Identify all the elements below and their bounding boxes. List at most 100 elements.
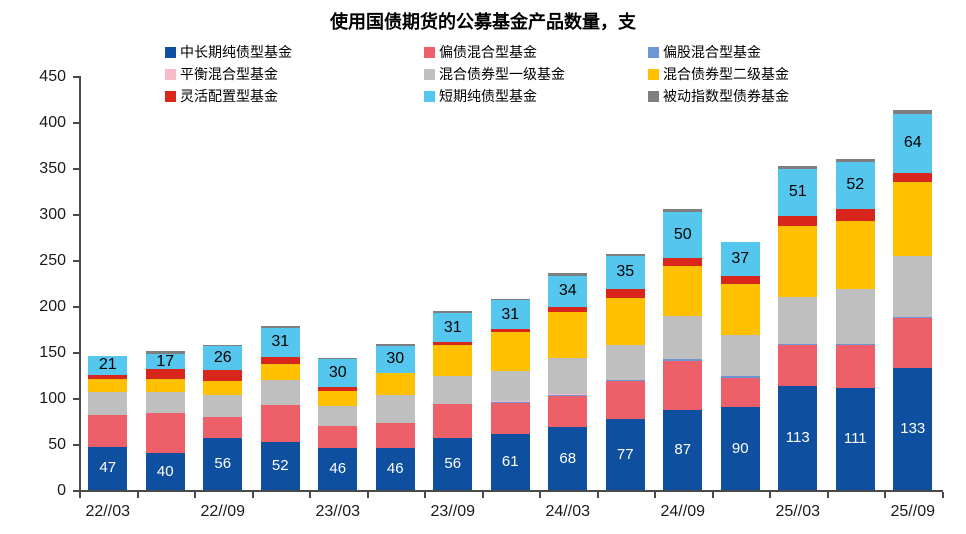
bar-segment bbox=[605, 256, 645, 289]
bar-segment bbox=[778, 215, 818, 226]
bar-segment bbox=[145, 351, 185, 354]
bar-value-label: 77 bbox=[616, 445, 634, 463]
x-axis-tick bbox=[309, 492, 311, 498]
bar-segment bbox=[318, 386, 358, 391]
legend-item: 混合债券型一级基金 bbox=[424, 66, 565, 82]
legend-swatch bbox=[424, 90, 435, 102]
bar-segment bbox=[203, 438, 243, 490]
x-tick-label: 22//03 bbox=[85, 503, 130, 520]
bar-value-label: 68 bbox=[559, 449, 577, 467]
bar-segment bbox=[893, 181, 933, 257]
x-axis-tick bbox=[79, 492, 81, 498]
bar-segment bbox=[548, 311, 588, 358]
bar-value-label: 52 bbox=[271, 457, 289, 475]
bar-segment bbox=[720, 241, 760, 276]
bar-segment bbox=[145, 412, 185, 454]
x-axis bbox=[79, 490, 943, 492]
bar-segment bbox=[548, 306, 588, 312]
x-tick-label: 25//03 bbox=[775, 503, 820, 520]
bar-segment bbox=[663, 409, 703, 490]
x-axis-tick bbox=[884, 492, 886, 498]
bar-segment bbox=[605, 253, 645, 257]
y-tick-label: 150 bbox=[39, 344, 66, 361]
bar-segment bbox=[490, 329, 530, 332]
bar-segment bbox=[548, 394, 588, 396]
bar-value-label: 90 bbox=[731, 439, 749, 457]
bar-segment bbox=[203, 344, 243, 347]
legend-swatch bbox=[165, 68, 176, 80]
bar-segment bbox=[490, 402, 530, 434]
bar-segment bbox=[375, 345, 415, 374]
y-tick-label: 250 bbox=[39, 252, 66, 269]
legend-item: 灵活配置型基金 bbox=[165, 88, 278, 104]
x-axis-tick bbox=[251, 492, 254, 498]
y-tick-label: 200 bbox=[39, 298, 66, 315]
bar-value-label: 34 bbox=[558, 282, 577, 300]
bar-segment bbox=[720, 283, 760, 336]
bar-segment bbox=[88, 414, 128, 447]
x-axis-tick bbox=[826, 492, 829, 498]
bar-value-label: 111 bbox=[843, 429, 867, 447]
legend-label: 被动指数型债券基金 bbox=[663, 88, 789, 104]
bar-segment bbox=[260, 363, 300, 380]
bar-segment bbox=[490, 433, 530, 490]
bar-segment bbox=[318, 425, 358, 448]
y-axis bbox=[79, 76, 81, 492]
bar-segment bbox=[203, 370, 243, 381]
bar-value-label: 21 bbox=[98, 356, 117, 374]
chart-title: 使用国债期货的公募基金产品数量，支 bbox=[330, 12, 636, 32]
bar-segment bbox=[778, 296, 818, 344]
bar-value-label: 50 bbox=[673, 226, 692, 244]
bar-segment bbox=[318, 447, 358, 490]
bar-segment bbox=[260, 442, 300, 490]
bar-segment bbox=[663, 359, 703, 362]
bar-segment bbox=[433, 344, 473, 376]
x-axis-tick bbox=[539, 492, 541, 498]
bar-segment bbox=[318, 406, 358, 426]
bar-segment bbox=[720, 375, 760, 378]
y-axis-tick bbox=[73, 444, 79, 446]
bar-segment bbox=[663, 266, 703, 317]
bar-segment bbox=[835, 161, 875, 210]
bar-segment bbox=[548, 275, 588, 307]
bar-segment bbox=[203, 395, 243, 418]
x-tick-label: 24//09 bbox=[660, 503, 705, 520]
bar-segment bbox=[835, 158, 875, 162]
y-axis-tick bbox=[73, 122, 79, 124]
legend-label: 偏债混合型基金 bbox=[439, 44, 537, 60]
x-tick-label: 23//03 bbox=[315, 503, 360, 520]
bar-value-label: 46 bbox=[329, 459, 347, 477]
bar-value-label: 133 bbox=[900, 419, 926, 437]
y-tick-label: 350 bbox=[39, 160, 66, 177]
bar-segment bbox=[663, 212, 703, 259]
bar-segment bbox=[663, 316, 703, 360]
bar-segment bbox=[605, 344, 645, 380]
bar-segment bbox=[720, 407, 760, 490]
x-axis-tick bbox=[136, 492, 139, 498]
bar-segment bbox=[203, 346, 243, 371]
bar-segment bbox=[375, 395, 415, 423]
bar-value-label: 30 bbox=[386, 350, 405, 368]
bar-value-label: 31 bbox=[501, 305, 520, 323]
bar-segment bbox=[605, 419, 645, 490]
y-tick-label: 400 bbox=[39, 114, 66, 131]
bar-segment bbox=[663, 258, 703, 267]
x-axis-tick bbox=[366, 492, 369, 498]
bar-segment bbox=[433, 313, 473, 342]
y-axis-tick bbox=[73, 490, 79, 492]
legend-item: 偏债混合型基金 bbox=[424, 44, 537, 60]
bar-segment bbox=[88, 355, 128, 375]
bar-segment bbox=[88, 446, 128, 490]
bar-segment bbox=[720, 275, 760, 284]
bar-segment bbox=[145, 369, 185, 379]
bar-segment bbox=[835, 288, 875, 344]
bar-segment bbox=[145, 353, 185, 370]
bar-segment bbox=[548, 396, 588, 428]
y-axis-tick bbox=[73, 260, 79, 262]
bar-segment bbox=[145, 378, 185, 392]
bar-segment bbox=[260, 405, 300, 443]
bar-segment bbox=[88, 378, 128, 393]
y-axis-tick bbox=[73, 168, 79, 170]
bar-segment bbox=[893, 317, 933, 318]
bar-value-label: 56 bbox=[444, 455, 462, 473]
